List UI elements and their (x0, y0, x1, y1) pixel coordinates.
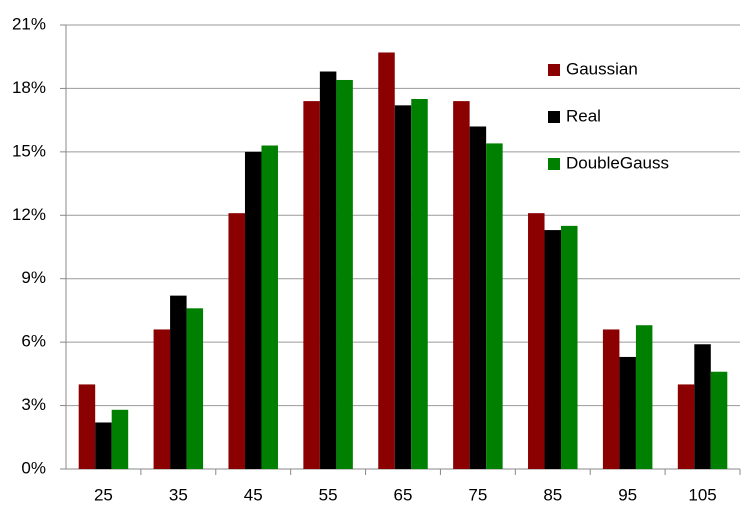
y-tick-label: 21% (12, 14, 46, 33)
bar (170, 295, 187, 469)
y-tick-label: 9% (21, 268, 46, 287)
bar (635, 325, 653, 469)
bar (602, 329, 620, 469)
y-tick-label: 6% (21, 332, 46, 351)
bar (95, 422, 112, 469)
legend-swatch (548, 158, 560, 170)
bar (244, 151, 262, 469)
legend-swatch (548, 111, 560, 123)
bar (619, 356, 636, 469)
x-tick-label: 25 (94, 485, 113, 504)
x-tick-label: 105 (688, 485, 716, 504)
x-tick-label: 75 (468, 485, 487, 504)
bar (319, 71, 337, 469)
bar (469, 126, 487, 469)
y-tick-label: 18% (12, 78, 46, 97)
bar (561, 225, 578, 469)
bar (378, 52, 395, 469)
legend-swatch (548, 64, 560, 76)
bar (336, 79, 353, 469)
legend-label: DoubleGauss (566, 153, 669, 172)
y-tick-label: 0% (21, 458, 46, 477)
bar (544, 230, 562, 469)
legend-label: Gaussian (566, 59, 638, 78)
legend-label: Real (566, 106, 601, 125)
x-tick-label: 85 (543, 485, 562, 504)
bar (694, 344, 711, 469)
y-tick-label: 15% (12, 141, 46, 160)
bar (153, 329, 171, 469)
y-tick-label: 12% (12, 205, 46, 224)
bar (710, 371, 728, 469)
bar (111, 409, 129, 469)
x-tick-label: 55 (319, 485, 338, 504)
bar (677, 384, 695, 469)
x-tick-label: 95 (618, 485, 637, 504)
bar (303, 101, 320, 469)
bar (486, 143, 503, 469)
x-tick-label: 35 (169, 485, 188, 504)
bar (228, 213, 245, 469)
bar (411, 99, 428, 469)
bar (453, 101, 470, 469)
bar (261, 145, 278, 469)
x-tick-label: 65 (394, 485, 413, 504)
x-tick-label: 45 (244, 485, 263, 504)
y-tick-label: 3% (21, 395, 46, 414)
bar (186, 308, 204, 469)
bar (528, 213, 545, 469)
bar (394, 105, 412, 469)
bar (78, 384, 96, 469)
